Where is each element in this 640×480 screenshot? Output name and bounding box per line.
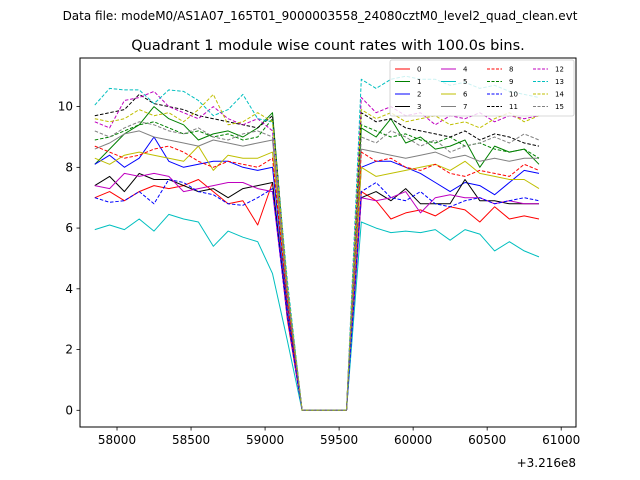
y-tick-label: 2 xyxy=(65,343,73,357)
series-line-3 xyxy=(94,172,539,411)
plot-frame xyxy=(79,57,577,428)
x-tick-label: 60000 xyxy=(394,433,432,447)
series-line-10 xyxy=(94,179,540,411)
legend-label-2: 2 xyxy=(417,91,421,99)
series-line-12 xyxy=(94,90,540,411)
legend-label-10: 10 xyxy=(509,91,518,99)
x-tick-label: 58000 xyxy=(98,433,136,447)
x-tick-label: 60500 xyxy=(468,433,506,447)
series-line-8 xyxy=(94,145,540,411)
y-tick-label: 6 xyxy=(65,221,73,235)
y-tick-label: 10 xyxy=(58,100,73,114)
y-tick-label: 0 xyxy=(65,403,73,417)
y-axis: 0 2 4 6 8 10 xyxy=(58,100,80,417)
x-tick-label: 59000 xyxy=(246,433,284,447)
series-line-13 xyxy=(94,75,540,411)
legend-label-13: 13 xyxy=(555,78,564,86)
legend-label-6: 6 xyxy=(463,91,468,99)
legend-label-14: 14 xyxy=(555,91,564,99)
series-line-15 xyxy=(94,121,540,411)
series-line-7 xyxy=(94,130,539,411)
series-line-2 xyxy=(94,136,540,411)
legend-label-9: 9 xyxy=(509,78,513,86)
x-offset-label: +3.216e8 xyxy=(517,456,576,470)
series-line-11 xyxy=(94,93,540,411)
x-tick-label: 59500 xyxy=(320,433,358,447)
legend-label-11: 11 xyxy=(509,103,518,111)
series-line-5 xyxy=(94,213,540,411)
x-axis: 58000 58500 59000 59500 60000 60500 61000 xyxy=(98,427,580,447)
legend-label-0: 0 xyxy=(417,66,421,74)
series-line-0 xyxy=(94,179,540,411)
figure-suptitle: Data file: modeM0/AS1A07_165T01_90000035… xyxy=(63,9,578,23)
series-line-1 xyxy=(94,106,540,411)
series-line-4 xyxy=(94,172,539,411)
legend-label-15: 15 xyxy=(555,103,564,111)
legend-label-5: 5 xyxy=(463,78,467,86)
x-tick-label: 58500 xyxy=(172,433,210,447)
y-tick-label: 4 xyxy=(65,282,73,296)
series-line-9 xyxy=(94,118,540,411)
legend-label-4: 4 xyxy=(463,66,468,74)
plot-lines xyxy=(94,75,540,411)
legend-label-8: 8 xyxy=(509,66,513,74)
legend-label-1: 1 xyxy=(417,78,421,86)
series-line-14 xyxy=(94,93,540,411)
legend-label-12: 12 xyxy=(555,66,564,74)
chart-title: Quadrant 1 module wise count rates with … xyxy=(131,38,525,54)
x-tick-label: 61000 xyxy=(542,433,580,447)
series-line-6 xyxy=(94,145,540,411)
legend-label-7: 7 xyxy=(463,103,467,111)
legend-frame xyxy=(389,59,575,117)
y-tick-label: 8 xyxy=(65,160,73,174)
legend-label-3: 3 xyxy=(417,103,421,111)
